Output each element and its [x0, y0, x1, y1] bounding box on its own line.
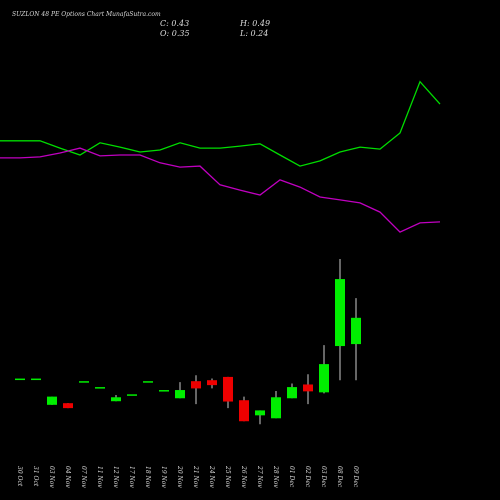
ohlc-label: O: 0.35 [160, 29, 190, 38]
x-tick-label: 07 Nov [80, 466, 87, 488]
ohlc-label: L: 0.24 [239, 29, 268, 38]
candle-body [63, 403, 73, 409]
x-tick-label: 25 Nov [224, 465, 231, 488]
candle-body [239, 400, 249, 422]
x-tick-label: 02 Dec [304, 466, 311, 488]
candle-body [207, 380, 217, 386]
candle-body [255, 410, 265, 416]
candle-body [79, 381, 89, 383]
candle-body [191, 381, 201, 389]
x-tick-label: 01 Dec [288, 466, 295, 488]
candle-body [127, 394, 137, 396]
x-tick-label: 08 Dec [336, 466, 343, 488]
ohlc-label: H: 0.49 [239, 19, 270, 28]
candle-body [287, 387, 297, 399]
candle-body [95, 387, 105, 389]
x-tick-label: 18 Nov [144, 466, 151, 488]
x-tick-label: 26 Nov [240, 465, 247, 488]
candle-body [271, 397, 281, 419]
x-tick-label: 27 Nov [256, 465, 263, 488]
candle-body [143, 381, 153, 383]
x-tick-label: 03 Dec [320, 466, 327, 488]
x-tick-label: 04 Nov [64, 466, 71, 488]
x-tick-label: 20 Nov [176, 465, 183, 488]
x-tick-label: 31 Oct [32, 466, 39, 487]
x-tick-label: 09 Dec [352, 466, 359, 488]
chart-title: SUZLON 48 PE Options Chart MunafaSutra.c… [12, 11, 161, 18]
x-tick-label: 28 Nov [272, 465, 279, 488]
candle-body [319, 364, 329, 393]
candle-body [303, 384, 313, 392]
candle-body [31, 378, 41, 381]
candle-body [159, 390, 169, 392]
candle-body [175, 390, 185, 399]
x-tick-label: 11 Nov [96, 466, 103, 488]
ohlc-label: C: 0.43 [160, 19, 189, 28]
x-tick-label: 21 Nov [192, 465, 199, 488]
candle-body [335, 279, 345, 347]
indicator-line [0, 80, 441, 167]
x-tick-label: 24 Nov [208, 465, 215, 488]
candle-body [111, 397, 121, 402]
x-tick-label: 03 Nov [48, 466, 55, 488]
candle-body [223, 376, 233, 402]
x-tick-label: 12 Nov [112, 466, 119, 488]
candle-body [351, 317, 361, 345]
candle-body [47, 396, 57, 405]
x-tick-label: 30 Oct [16, 466, 23, 487]
x-tick-label: 17 Nov [128, 466, 135, 488]
candle-body [15, 378, 25, 381]
indicator-line [0, 147, 441, 233]
x-tick-label: 19 Nov [160, 466, 167, 488]
